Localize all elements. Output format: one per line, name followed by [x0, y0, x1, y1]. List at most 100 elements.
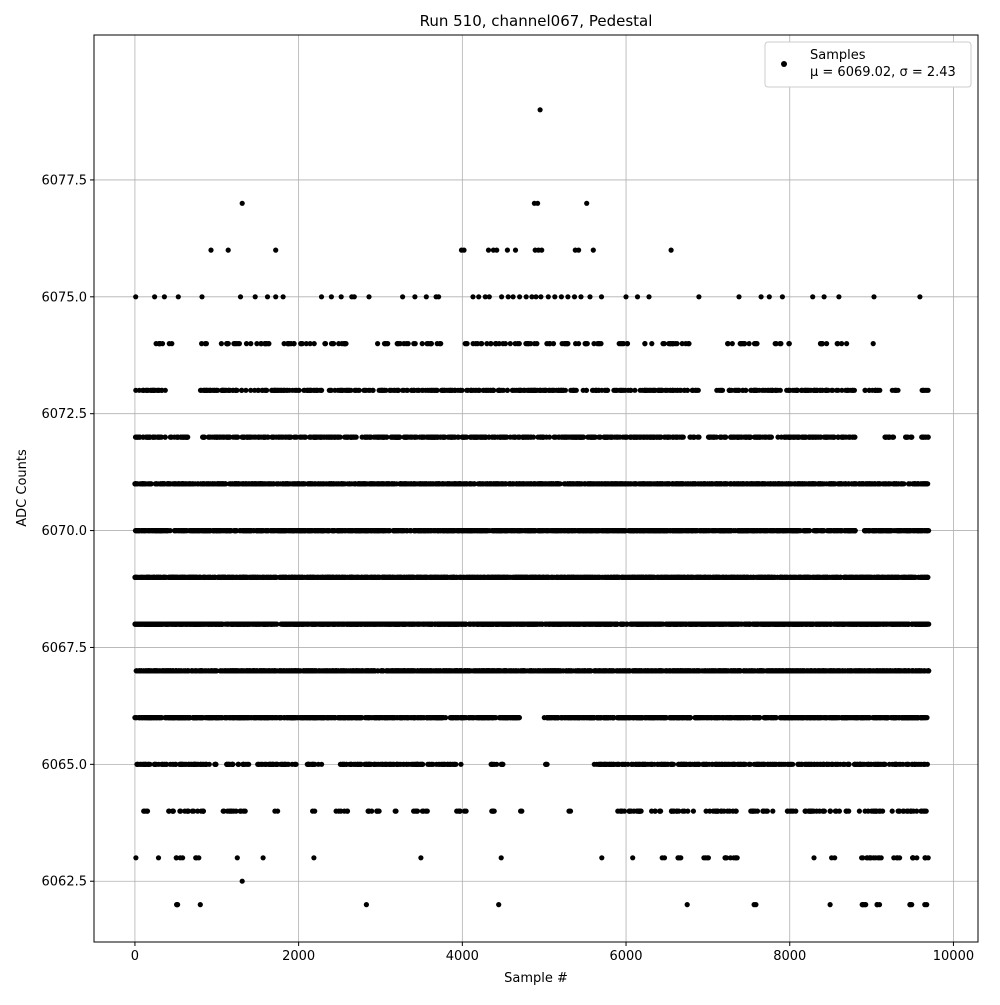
data-point: [217, 528, 222, 533]
data-point: [352, 294, 357, 299]
data-point: [508, 435, 513, 440]
data-point: [172, 481, 177, 486]
data-point: [871, 294, 876, 299]
data-point: [565, 341, 570, 346]
data-point: [737, 481, 742, 486]
data-point: [517, 341, 522, 346]
data-point: [513, 248, 518, 253]
data-point: [815, 435, 820, 440]
data-point: [862, 388, 867, 393]
data-point: [282, 341, 287, 346]
data-point: [588, 435, 593, 440]
data-point: [749, 481, 754, 486]
data-point: [705, 481, 710, 486]
data-point: [299, 341, 304, 346]
data-point: [271, 435, 276, 440]
data-point: [328, 481, 333, 486]
data-point: [618, 341, 623, 346]
data-point: [382, 435, 387, 440]
data-point: [660, 341, 665, 346]
data-point: [135, 435, 140, 440]
data-point: [698, 481, 703, 486]
data-point: [438, 341, 443, 346]
data-point: [176, 294, 181, 299]
data-point: [836, 294, 841, 299]
data-point: [767, 294, 772, 299]
data-point: [786, 341, 791, 346]
data-point: [280, 528, 285, 533]
data-point: [499, 528, 504, 533]
data-point: [515, 435, 520, 440]
data-point: [769, 528, 774, 533]
data-point: [533, 294, 538, 299]
data-point: [806, 435, 811, 440]
data-point: [650, 481, 655, 486]
data-point: [215, 481, 220, 486]
data-point: [792, 481, 797, 486]
data-point: [912, 481, 917, 486]
data-point: [314, 388, 319, 393]
data-point: [636, 435, 641, 440]
data-point: [502, 435, 507, 440]
data-point: [562, 435, 567, 440]
data-point: [569, 435, 574, 440]
data-point: [273, 248, 278, 253]
data-point: [444, 528, 449, 533]
data-point: [301, 481, 306, 486]
data-point: [389, 435, 394, 440]
data-point: [727, 388, 732, 393]
data-point: [626, 388, 631, 393]
data-point: [826, 528, 831, 533]
data-point: [576, 481, 581, 486]
data-point: [249, 435, 254, 440]
data-point: [255, 528, 260, 533]
data-point: [460, 388, 465, 393]
data-point: [385, 481, 390, 486]
data-point: [671, 435, 676, 440]
data-point: [849, 528, 854, 533]
data-point: [845, 388, 850, 393]
data-point: [133, 388, 138, 393]
data-point: [312, 481, 317, 486]
data-point: [156, 388, 161, 393]
data-point: [436, 528, 441, 533]
data-point: [479, 528, 484, 533]
data-point: [623, 294, 628, 299]
data-point: [495, 435, 500, 440]
data-point: [470, 528, 475, 533]
data-point: [852, 388, 857, 393]
data-point: [143, 528, 148, 533]
data-point: [632, 388, 637, 393]
data-point: [324, 435, 329, 440]
data-point: [360, 435, 365, 440]
data-point: [346, 388, 351, 393]
data-point: [584, 201, 589, 206]
data-point: [476, 388, 481, 393]
data-point: [680, 528, 685, 533]
data-point: [864, 528, 869, 533]
data-point: [238, 528, 243, 533]
data-point: [378, 388, 383, 393]
data-point: [240, 201, 245, 206]
data-point: [906, 481, 911, 486]
data-point: [925, 528, 930, 533]
data-point: [871, 528, 876, 533]
data-point: [150, 388, 155, 393]
data-point: [599, 294, 604, 299]
data-point: [407, 435, 412, 440]
data-point: [547, 435, 552, 440]
data-point: [263, 388, 268, 393]
data-point: [576, 248, 581, 253]
data-point: [616, 528, 621, 533]
data-point: [611, 481, 616, 486]
data-point: [836, 388, 841, 393]
data-point: [163, 435, 168, 440]
data-point: [830, 435, 835, 440]
data-point: [553, 435, 558, 440]
data-point: [506, 481, 511, 486]
data-point: [201, 435, 206, 440]
data-point: [797, 528, 802, 533]
data-point: [660, 481, 665, 486]
data-point: [204, 388, 209, 393]
data-point: [599, 528, 604, 533]
